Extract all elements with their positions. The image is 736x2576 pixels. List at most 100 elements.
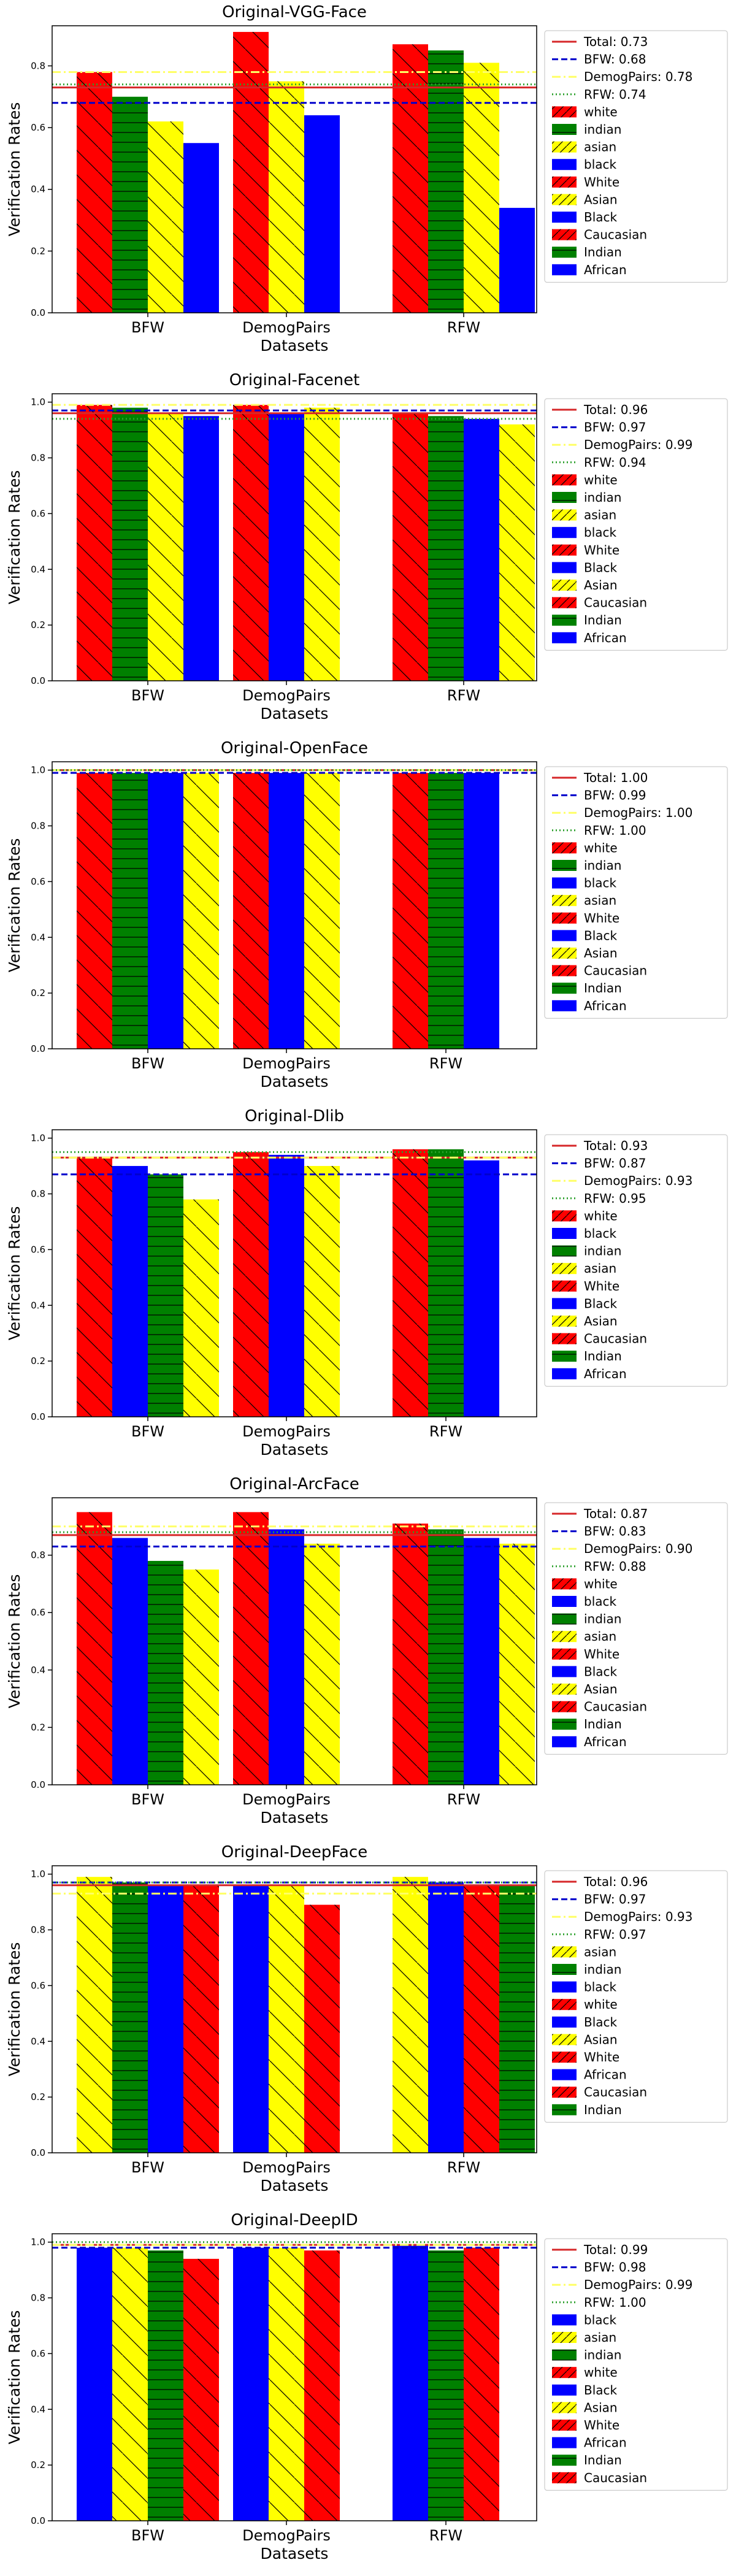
legend-box xyxy=(544,398,728,651)
y-tick-label: 0.4 xyxy=(31,932,45,943)
y-tick-label: 0.0 xyxy=(31,675,45,686)
bar-hatch xyxy=(148,1174,183,1417)
chart-title: Original-DeepFace xyxy=(221,1843,367,1861)
bar xyxy=(183,416,219,681)
x-axis-label: Datasets xyxy=(261,2177,329,2195)
legend-swatch xyxy=(552,2016,577,2028)
chart-panel: Original-ArcFace 0.0 0.2 0.4 0.6 0.8 BFW DemogP… xyxy=(6,1475,728,1827)
y-axis-label: Verification Rates xyxy=(6,1942,23,2077)
x-tick-label: RFW xyxy=(429,1055,462,1072)
legend-swatch-hatch xyxy=(552,492,577,503)
legend-label: indian xyxy=(584,122,621,137)
legend-swatch-hatch xyxy=(552,948,577,959)
legend-swatch xyxy=(552,562,577,573)
legend-label: RFW: 0.95 xyxy=(584,1191,646,1206)
bar-hatch xyxy=(304,407,340,681)
legend-swatch-hatch xyxy=(552,247,577,258)
legend-label: asian xyxy=(584,1261,616,1276)
x-tick-label: RFW xyxy=(447,687,480,704)
legend-swatch xyxy=(552,1298,577,1309)
legend-label: DemogPairs: 0.99 xyxy=(584,2277,692,2292)
x-tick-label: BFW xyxy=(131,319,164,336)
legend-label: BFW: 0.98 xyxy=(584,2260,646,2275)
y-tick-label: 0.0 xyxy=(31,1043,45,1054)
legend: Total: 0.87 BFW: 0.83 DemogPairs: 0.90 RFW:… xyxy=(544,1502,728,1755)
bar xyxy=(183,143,219,313)
legend-label: asian xyxy=(584,508,616,523)
x-tick-label: DemogPairs xyxy=(242,687,331,704)
bar xyxy=(464,1538,499,1785)
y-tick-label: 0.0 xyxy=(31,1779,45,1790)
legend-swatch-hatch xyxy=(552,124,577,135)
legend-label: white xyxy=(584,840,618,855)
bar-hatch xyxy=(304,1166,340,1417)
bar-hatch xyxy=(77,773,112,1049)
y-tick-label: 1.0 xyxy=(31,765,45,776)
bar-hatch xyxy=(112,407,148,681)
y-tick-label: 0.2 xyxy=(31,245,45,256)
legend-label: indian xyxy=(584,2348,621,2363)
legend-label: white xyxy=(584,104,618,119)
x-tick-label: RFW xyxy=(429,1423,462,1440)
x-tick-label: BFW xyxy=(131,687,164,704)
bar-hatch xyxy=(499,424,535,681)
legend-label: Indian xyxy=(584,2103,622,2117)
legend-swatch-hatch xyxy=(552,1719,577,1730)
y-tick-label: 0.2 xyxy=(31,2091,45,2103)
legend-label: asian xyxy=(584,1629,616,1644)
chart-panel: Original-Facenet 0.0 0.2 0.4 0.6 0.8 1.0 BFW Dem… xyxy=(6,371,728,723)
bar-hatch xyxy=(428,773,464,1049)
legend-swatch-hatch xyxy=(552,1648,577,1660)
legend-label: DemogPairs: 0.78 xyxy=(584,69,692,84)
legend-label: Caucasian xyxy=(584,1700,647,1714)
bar-hatch xyxy=(269,1885,304,2153)
chart-panel: Original-OpenFace 0.0 0.2 0.4 0.6 0.8 1.0 BFW De… xyxy=(6,739,728,1091)
bar xyxy=(269,1529,304,1785)
bar-hatch xyxy=(77,1877,112,2153)
bar-hatch xyxy=(269,81,304,313)
legend-label: indian xyxy=(584,1244,621,1259)
legend-label: Indian xyxy=(584,1717,622,1731)
bar-hatch xyxy=(233,405,269,681)
y-tick-label: 0.2 xyxy=(31,2459,45,2471)
legend-swatch xyxy=(552,1596,577,1607)
x-tick-label: RFW xyxy=(447,1791,480,1808)
bar-hatch xyxy=(183,773,219,1049)
legend-swatch-hatch xyxy=(552,1316,577,1327)
bar xyxy=(269,1154,304,1417)
legend-label: African xyxy=(584,2068,627,2082)
x-tick-label: DemogPairs xyxy=(242,1791,331,1808)
legend-label: Asian xyxy=(584,1682,618,1696)
legend-label: Black xyxy=(584,1664,618,1679)
legend-label: RFW: 0.88 xyxy=(584,1559,646,1574)
legend: Total: 1.00 BFW: 0.99 DemogPairs: 1.00 RFW:… xyxy=(544,766,728,1019)
plot-frame xyxy=(52,25,537,313)
y-tick-label: 0.4 xyxy=(31,184,45,195)
bar xyxy=(499,207,535,313)
legend-label: Indian xyxy=(584,613,622,627)
bar-hatch xyxy=(304,1543,340,1785)
x-axis-label: Datasets xyxy=(261,705,329,723)
chart-title: Original-ArcFace xyxy=(229,1475,359,1493)
y-tick-label: 0.2 xyxy=(31,987,45,999)
legend-swatch-hatch xyxy=(552,509,577,521)
y-axis-label: Verification Rates xyxy=(6,1574,23,1709)
plot-frame xyxy=(52,1865,537,2153)
legend-label: Black xyxy=(584,210,618,224)
chart-panel: Original-DeepFace 0.0 0.2 0.4 0.6 0.8 1.0 BFW De… xyxy=(6,1843,728,2195)
bar xyxy=(464,773,499,1049)
legend-label: Total: 0.96 xyxy=(583,1874,648,1889)
bar xyxy=(269,773,304,1049)
chart-panel: Original-VGG-Face 0.0 0.2 0.4 0.6 0.8 BFW Demog… xyxy=(6,3,728,355)
y-tick-label: 0.8 xyxy=(31,821,45,832)
bar-hatch xyxy=(148,1560,183,1785)
legend-label: Caucasian xyxy=(584,964,647,978)
legend-swatch-hatch xyxy=(552,1613,577,1625)
y-tick-label: 0.8 xyxy=(31,453,45,464)
legend-label: Caucasian xyxy=(584,2085,647,2099)
x-tick-label: DemogPairs xyxy=(242,1423,331,1440)
bar-hatch xyxy=(233,773,269,1049)
bar-hatch xyxy=(233,1512,269,1785)
bar-hatch xyxy=(304,2250,340,2521)
